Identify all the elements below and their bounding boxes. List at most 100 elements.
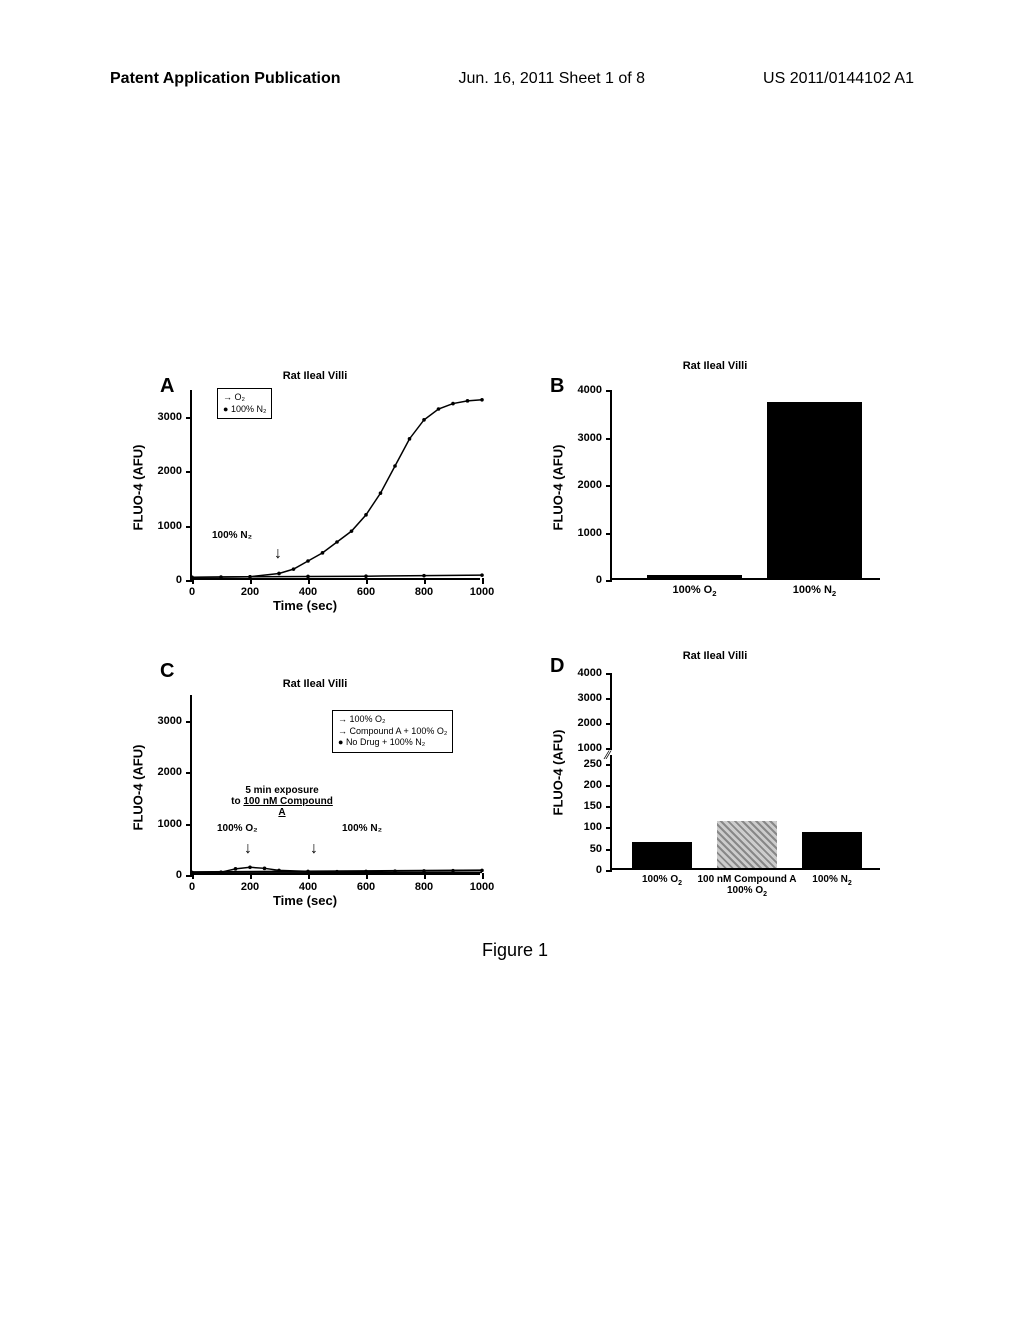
panel-c-legend: → 100% O₂ → Compound A + 100% O₂ ● No Dr…: [332, 710, 453, 753]
y-tick-label: 3000: [158, 715, 182, 727]
page-header: Patent Application Publication Jun. 16, …: [0, 70, 1024, 88]
y-tick: [606, 870, 612, 872]
y-tick: [186, 721, 192, 723]
panel-c-arrow1: ↓: [244, 840, 252, 858]
x-tick-label: 1000: [470, 881, 494, 893]
panel-b-label: B: [550, 375, 564, 398]
y-tick: [606, 533, 612, 535]
x-tick: [192, 578, 194, 584]
panel-b-plot: 01000200030004000 100% O2100% N2: [610, 390, 880, 580]
panel-b: B Rat Ileal Villi FLUO-4 (AFU) 010002000…: [540, 370, 890, 620]
panel-d-title: Rat Ileal Villi: [540, 650, 890, 662]
panel-c-annot-right: 100% N₂: [342, 823, 382, 834]
y-tick-label: 0: [596, 864, 602, 876]
x-tick-label: 1000: [470, 586, 494, 598]
bar-label: 100% N2: [793, 584, 836, 598]
panel-b-ylabel: FLUO-4 (AFU): [550, 445, 565, 531]
bar-label: 100 nM Compound A100% O2: [697, 874, 796, 898]
y-tick: [606, 485, 612, 487]
figure-caption: Figure 1: [130, 940, 900, 961]
y-tick-label: 2000: [158, 465, 182, 477]
x-tick-label: 800: [415, 586, 433, 598]
x-tick-label: 200: [241, 586, 259, 598]
y-tick: [606, 827, 612, 829]
y-tick-label: 0: [176, 869, 182, 881]
x-tick-label: 600: [357, 881, 375, 893]
y-tick: [186, 526, 192, 528]
legend-item: → O₂: [223, 392, 266, 404]
y-tick-label: 4000: [578, 384, 602, 396]
y-tick-label: 2000: [578, 479, 602, 491]
panel-c: C Rat Ileal Villi FLUO-4 (AFU) 010002000…: [130, 660, 500, 910]
x-tick: [482, 873, 484, 879]
header-center: Jun. 16, 2011 Sheet 1 of 8: [459, 70, 646, 88]
legend-item: → 100% O₂: [338, 714, 447, 726]
panel-c-arrow2: ↓: [310, 840, 318, 858]
x-tick: [424, 873, 426, 879]
x-tick: [250, 873, 252, 879]
panel-b-title: Rat Ileal Villi: [540, 360, 890, 372]
y-tick: [606, 785, 612, 787]
bar: [802, 832, 862, 868]
y-tick: [186, 417, 192, 419]
y-tick-label: 3000: [578, 432, 602, 444]
x-tick: [366, 578, 368, 584]
panel-a-ylabel: FLUO-4 (AFU): [130, 445, 145, 531]
y-tick-label: 3000: [578, 692, 602, 704]
y-tick: [606, 438, 612, 440]
panel-a-plot: 0100020003000 02004006008001000 → O₂ ● 1…: [190, 390, 480, 580]
panel-d-plot-upper: 1000200030004000: [610, 673, 880, 748]
y-tick: [606, 390, 612, 392]
bar: [717, 821, 777, 868]
x-tick: [308, 873, 310, 879]
y-tick-label: 50: [590, 843, 602, 855]
panel-d-plot-lower: 050100150200250 100% O2100 nM Compound A…: [610, 755, 880, 870]
y-tick: [606, 806, 612, 808]
panel-a-title: Rat Ileal Villi: [130, 370, 500, 382]
x-tick-label: 400: [299, 586, 317, 598]
panel-a-xlabel: Time (sec): [160, 598, 450, 613]
y-tick-label: 4000: [578, 667, 602, 679]
y-tick: [606, 764, 612, 766]
x-tick: [250, 578, 252, 584]
y-tick: [606, 698, 612, 700]
legend-item: → Compound A + 100% O₂: [338, 726, 447, 738]
y-tick-label: 2000: [158, 766, 182, 778]
x-tick-label: 400: [299, 881, 317, 893]
y-tick-label: 150: [584, 800, 602, 812]
x-tick: [192, 873, 194, 879]
panel-a: A Rat Ileal Villi FLUO-4 (AFU) 010002000…: [130, 370, 500, 620]
y-tick-label: 1000: [158, 818, 182, 830]
x-tick-label: 0: [189, 881, 195, 893]
panel-c-annot-left: 100% O₂: [217, 823, 258, 834]
x-tick: [424, 578, 426, 584]
figure-area: A Rat Ileal Villi FLUO-4 (AFU) 010002000…: [130, 370, 900, 930]
panel-d: D Rat Ileal Villi FLUO-4 (AFU) 100020003…: [540, 655, 890, 915]
panel-c-xlabel: Time (sec): [160, 893, 450, 908]
panel-a-legend: → O₂ ● 100% N₂: [217, 388, 272, 419]
legend-item: ● No Drug + 100% N₂: [338, 737, 447, 749]
y-tick: [606, 849, 612, 851]
bar: [767, 402, 862, 578]
bar-label: 100% O2: [642, 874, 682, 887]
y-tick-label: 1000: [578, 742, 602, 754]
bar: [647, 575, 742, 578]
panel-a-arrow: ↓: [274, 545, 282, 563]
panel-c-ylabel: FLUO-4 (AFU): [130, 745, 145, 831]
y-tick: [186, 824, 192, 826]
x-tick: [308, 578, 310, 584]
x-tick-label: 200: [241, 881, 259, 893]
panel-c-title: Rat Ileal Villi: [130, 678, 500, 690]
y-tick-label: 250: [584, 758, 602, 770]
bar-label: 100% N2: [812, 874, 851, 887]
panel-d-ylabel: FLUO-4 (AFU): [550, 730, 565, 816]
y-tick-label: 200: [584, 779, 602, 791]
x-tick: [366, 873, 368, 879]
header-right: US 2011/0144102 A1: [763, 70, 914, 88]
header-left: Patent Application Publication: [110, 70, 341, 88]
y-tick-label: 0: [596, 574, 602, 586]
x-tick-label: 800: [415, 881, 433, 893]
y-tick: [606, 580, 612, 582]
bar-label: 100% O2: [672, 584, 716, 598]
y-tick: [606, 723, 612, 725]
